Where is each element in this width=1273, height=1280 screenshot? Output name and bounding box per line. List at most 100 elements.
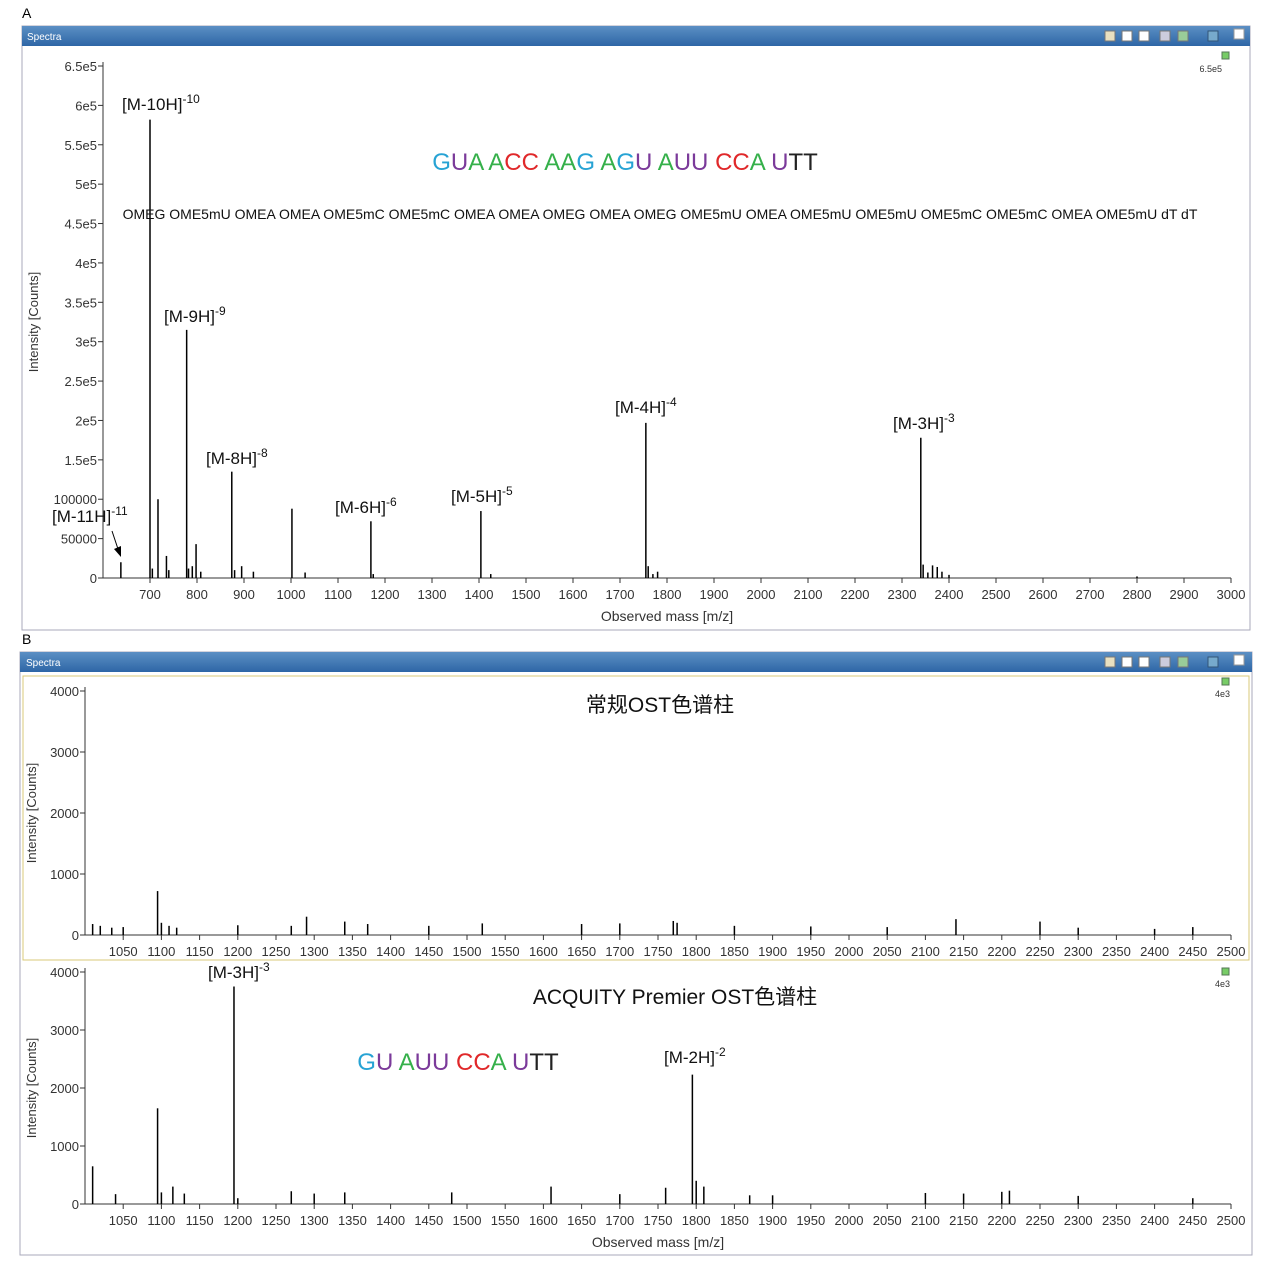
pin-icon[interactable] [1221,51,1230,60]
sequence-segment: A [399,1049,415,1076]
tool-icon[interactable] [1207,30,1219,42]
tool-icon[interactable] [1104,656,1116,668]
x-tick-label: 2000 [835,944,864,959]
y-tick-label: 5e5 [75,177,97,192]
tool-icon[interactable] [1159,30,1171,42]
x-axis-label: Observed mass [m/z] [592,1234,724,1250]
y-tick-label: 2000 [50,1081,79,1096]
sequence-segment: A [600,149,616,176]
x-tick-label: 1950 [796,944,825,959]
panel-frame [19,651,1253,1256]
header-bar [22,26,1250,46]
tool-icon[interactable] [1121,30,1133,42]
x-tick-label: 2200 [841,587,870,602]
x-tick-label: 1150 [186,1213,214,1228]
x-tick-label: 1100 [324,587,352,602]
scale-label: 4e3 [1215,689,1230,699]
tool-icon[interactable] [1177,30,1189,42]
y-tick-label: 5.5e5 [64,138,97,153]
x-tick-label: 1850 [720,944,749,959]
sequence-segment: U [451,149,468,176]
modifications: OMEG OME5mU OMEA OMEA OME5mC OME5mC OMEA… [123,206,1198,222]
x-tick-label: 1600 [529,944,558,959]
x-tick-label: 1500 [512,587,541,602]
tool-icon[interactable] [1177,656,1189,668]
y-axis-label: Intensity [Counts] [26,272,41,372]
x-tick-label: 2800 [1123,587,1152,602]
y-tick-label: 6.5e5 [64,59,97,74]
annotation-charge: -4 [666,395,677,409]
peak-annotation: [M-3H]-3 [893,411,955,433]
x-tick-label: 1300 [300,944,329,959]
x-tick-label: 1600 [559,587,588,602]
y-tick-label: 1.5e5 [64,453,97,468]
x-tick-label: 1100 [147,1213,175,1228]
y-tick-label: 6e5 [75,98,97,113]
x-tick-label: 1400 [376,944,405,959]
peak-annotation: [M-8H]-8 [206,446,268,468]
selected-plot-frame [22,675,1250,961]
x-tick-label: 900 [233,587,255,602]
sequence-segment: A [468,149,488,176]
x-tick-label: 1100 [147,944,175,959]
header-bar [20,652,1252,672]
x-tick-label: 2450 [1178,1213,1207,1228]
sequence-segment: UU [415,1049,456,1076]
annotation-ion: [M-8H] [206,449,257,468]
toolbar[interactable] [1104,654,1245,668]
sequence: GU AUU CCA UTT [357,1049,559,1076]
annotation-charge: -3 [259,960,270,974]
window-button[interactable] [1233,28,1245,40]
x-tick-label: 1800 [682,944,711,959]
x-tick-label: 1650 [567,1213,596,1228]
x-tick-label: 2150 [949,1213,978,1228]
header-title: Spectra [27,32,62,43]
y-tick-label: 0 [72,928,79,943]
x-tick-label: 1200 [371,587,400,602]
x-tick-label: 1000 [277,587,306,602]
tool-icon[interactable] [1121,656,1133,668]
x-tick-label: 1650 [567,944,596,959]
tool-icon[interactable] [1207,656,1219,668]
sequence-segment: UU [674,149,715,176]
y-tick-label: 3e5 [75,335,97,350]
x-tick-label: 2450 [1178,944,1207,959]
tool-icon[interactable] [1104,30,1116,42]
x-tick-label: 2200 [987,944,1016,959]
x-tick-label: 2300 [1064,1213,1093,1228]
x-tick-label: 2350 [1102,944,1131,959]
x-tick-label: 2400 [935,587,964,602]
peak-annotation: [M-11H]-11 [52,504,128,526]
sequence-segment: A [488,149,504,176]
x-tick-label: 1300 [300,1213,329,1228]
x-tick-label: 2200 [987,1213,1016,1228]
x-tick-label: 1200 [223,944,252,959]
x-tick-label: 2300 [888,587,917,602]
pin-icon[interactable] [1221,967,1230,976]
toolbar[interactable] [1104,28,1245,42]
tool-icon[interactable] [1138,30,1150,42]
panel-frame [21,25,1251,631]
chart-title: ACQUITY Premier OST色谱柱 [533,986,817,1009]
tool-icon[interactable] [1159,656,1171,668]
x-tick-label: 2600 [1029,587,1058,602]
x-tick-label: 1550 [491,944,520,959]
window-button[interactable] [1233,654,1245,666]
peak-annotation: [M-3H]-3 [208,960,270,982]
pin-icon[interactable] [1221,677,1230,686]
y-tick-label: 2.5e5 [64,374,97,389]
sequence-segment: A [491,1049,512,1076]
x-tick-label: 2400 [1140,944,1169,959]
sequence-segment: U [512,1049,529,1076]
sequence-segment: U [635,149,658,176]
x-tick-label: 1700 [605,944,634,959]
panel-label: A [22,5,32,21]
x-axis-label: Observed mass [m/z] [601,608,733,624]
annotation-charge: -9 [215,304,226,318]
x-tick-label: 2700 [1076,587,1105,602]
x-tick-label: 1400 [465,587,494,602]
tool-icon[interactable] [1138,656,1150,668]
x-tick-label: 1750 [644,1213,673,1228]
x-tick-label: 1150 [186,944,214,959]
sequence-segment: CC [456,1049,491,1076]
